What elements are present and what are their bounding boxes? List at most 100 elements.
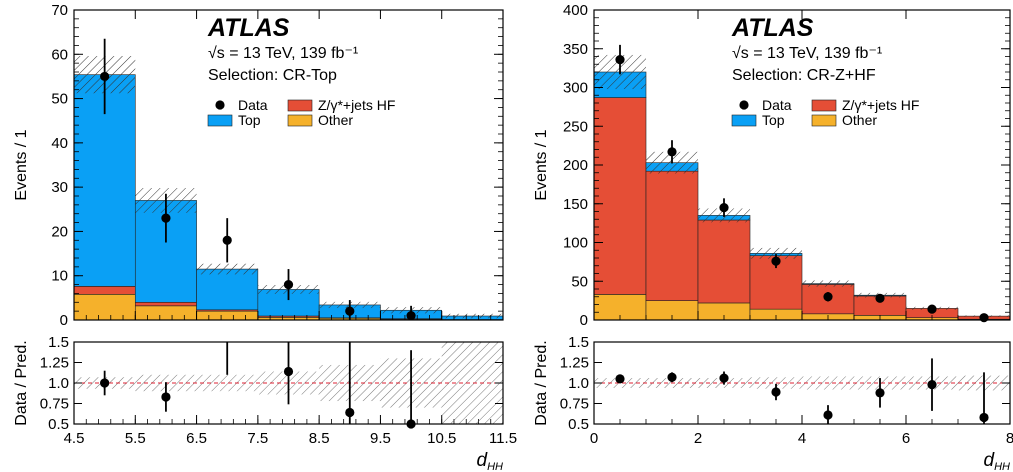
x-tick-label: 10.5	[427, 430, 456, 447]
data-point	[667, 147, 677, 157]
data-point	[100, 71, 110, 82]
ratio-point	[283, 366, 294, 377]
selection-label: Selection: CR-Z+HF	[732, 67, 876, 84]
y-tick-label: 70	[51, 2, 68, 19]
bar-zjetshf-bin-1	[134, 301, 197, 307]
selection-label: Selection: CR-Top	[208, 67, 337, 84]
legend-label: Other	[318, 112, 353, 128]
x-axis-title: dHH	[477, 450, 504, 472]
data-point	[615, 55, 625, 65]
x-tick-label: 5.5	[125, 430, 146, 447]
legend-label: Z/γ*+jets HF	[318, 97, 395, 113]
y-axis-title: Events / 1	[13, 129, 30, 200]
y-tick-label: 50	[51, 91, 68, 108]
ratio-point	[100, 378, 110, 388]
cr-zhf-panel: 0 50 100 150 200 250 300 350 400 0 2 4 6 8 0.5 0.75 1.0 1…	[533, 2, 1013, 472]
data-point	[823, 292, 833, 302]
data-point	[875, 293, 885, 303]
ratio-point	[979, 412, 989, 423]
energy-lumi-label: √s = 13 TeV, 139 fb⁻¹	[732, 45, 882, 62]
ratio-uncertainty-bin-2	[196, 374, 258, 392]
legend-swatch-other	[287, 114, 313, 127]
ratio-point	[667, 372, 677, 382]
uncertainty-band-bin-3	[750, 247, 802, 259]
y-tick-label: 50	[571, 273, 588, 290]
y-tick-label: 30	[51, 179, 68, 196]
y-tick-label: 100	[563, 235, 588, 252]
x-tick-label: 0	[590, 430, 598, 447]
ratio-tick-label: 0.5	[568, 416, 589, 433]
legend-data-marker	[739, 100, 749, 110]
legend-swatch-top	[207, 114, 233, 127]
bar-top-bin-2	[196, 268, 259, 311]
data-point	[719, 203, 729, 213]
legend-label: Data	[762, 97, 792, 113]
x-tick-label: 8	[1006, 430, 1013, 447]
ratio-point	[345, 407, 355, 418]
bar-zjetshf-bin-0	[73, 286, 136, 295]
data-point	[345, 306, 355, 316]
bar-other-bin-0	[73, 294, 136, 321]
y-tick-label: 400	[563, 2, 588, 19]
x-tick-label: 8.5	[309, 430, 330, 447]
y-tick-label: 60	[51, 46, 68, 63]
data-point	[771, 256, 781, 266]
x-tick-label: 2	[694, 430, 702, 447]
bar-zjetshf-bin-0	[593, 97, 647, 295]
bar-other-bin-2	[196, 310, 259, 321]
ratio-tick-label: 1.0	[48, 375, 69, 392]
legend-label: Top	[238, 112, 261, 128]
energy-lumi-label: √s = 13 TeV, 139 fb⁻¹	[208, 45, 358, 62]
data-point	[222, 235, 232, 245]
ratio-tick-label: 0.5	[48, 416, 69, 433]
y-tick-label: 40	[51, 135, 68, 152]
main-plot-frame	[73, 9, 504, 321]
ratio-tick-label: 0.75	[40, 396, 69, 413]
legend-swatch-zjetshf	[811, 99, 837, 112]
legend-swatch-other	[811, 114, 837, 127]
x-tick-label: 11.5	[489, 430, 517, 447]
legend-label: Other	[842, 112, 877, 128]
y-tick-label: 200	[563, 157, 588, 174]
ratio-axis-title: Data / Pred.	[533, 340, 550, 425]
data-point	[927, 304, 937, 314]
ratio-tick-label: 1.25	[560, 355, 589, 372]
ratio-uncertainty-bin-6	[441, 342, 503, 424]
legend-label: Z/γ*+jets HF	[842, 97, 919, 113]
uncertainty-band-bin-4	[802, 280, 854, 287]
ratio-point	[161, 392, 171, 402]
y-tick-label: 10	[51, 268, 68, 285]
legend-swatch-top	[731, 114, 757, 127]
ratio-tick-label: 1.5	[568, 334, 589, 351]
ratio-axis-title: Data / Pred.	[13, 340, 30, 425]
y-tick-label: 20	[51, 223, 68, 240]
x-tick-label: 6.5	[186, 430, 207, 447]
x-tick-label: 9.5	[370, 430, 391, 447]
y-tick-label: 350	[563, 41, 588, 58]
data-point	[283, 279, 294, 290]
y-tick-label: 250	[563, 118, 588, 135]
legend-label: Data	[238, 97, 268, 113]
cr-top-panel: 0 10 20 30 40 50 60 70 4.5 5.5 6.5 7.5 8.5 9.5 10.5 11.…	[13, 2, 517, 472]
x-tick-label: 4.5	[64, 430, 85, 447]
ratio-point	[823, 410, 833, 420]
legend-label: Top	[762, 112, 785, 128]
ratio-point	[719, 373, 729, 383]
bar-zjetshf-bin-1	[645, 170, 699, 301]
ratio-point	[615, 374, 625, 384]
y-tick-label: 150	[563, 196, 588, 213]
uncertainty-band-bin-2	[196, 263, 258, 275]
y-tick-label: 0	[60, 312, 68, 329]
legend-swatch-zjetshf	[287, 99, 313, 112]
ratio-point	[927, 380, 937, 390]
x-tick-label: 6	[902, 430, 910, 447]
bar-zjetshf-bin-2	[697, 219, 751, 304]
uncertainty-band-bin-6	[441, 313, 503, 319]
y-axis-title: Events / 1	[533, 129, 550, 200]
bar-other-bin-1	[134, 305, 197, 321]
y-tick-label: 0	[580, 312, 588, 329]
ratio-point	[771, 387, 781, 397]
data-point	[406, 310, 416, 321]
atlas-label: ATLAS	[207, 14, 290, 42]
